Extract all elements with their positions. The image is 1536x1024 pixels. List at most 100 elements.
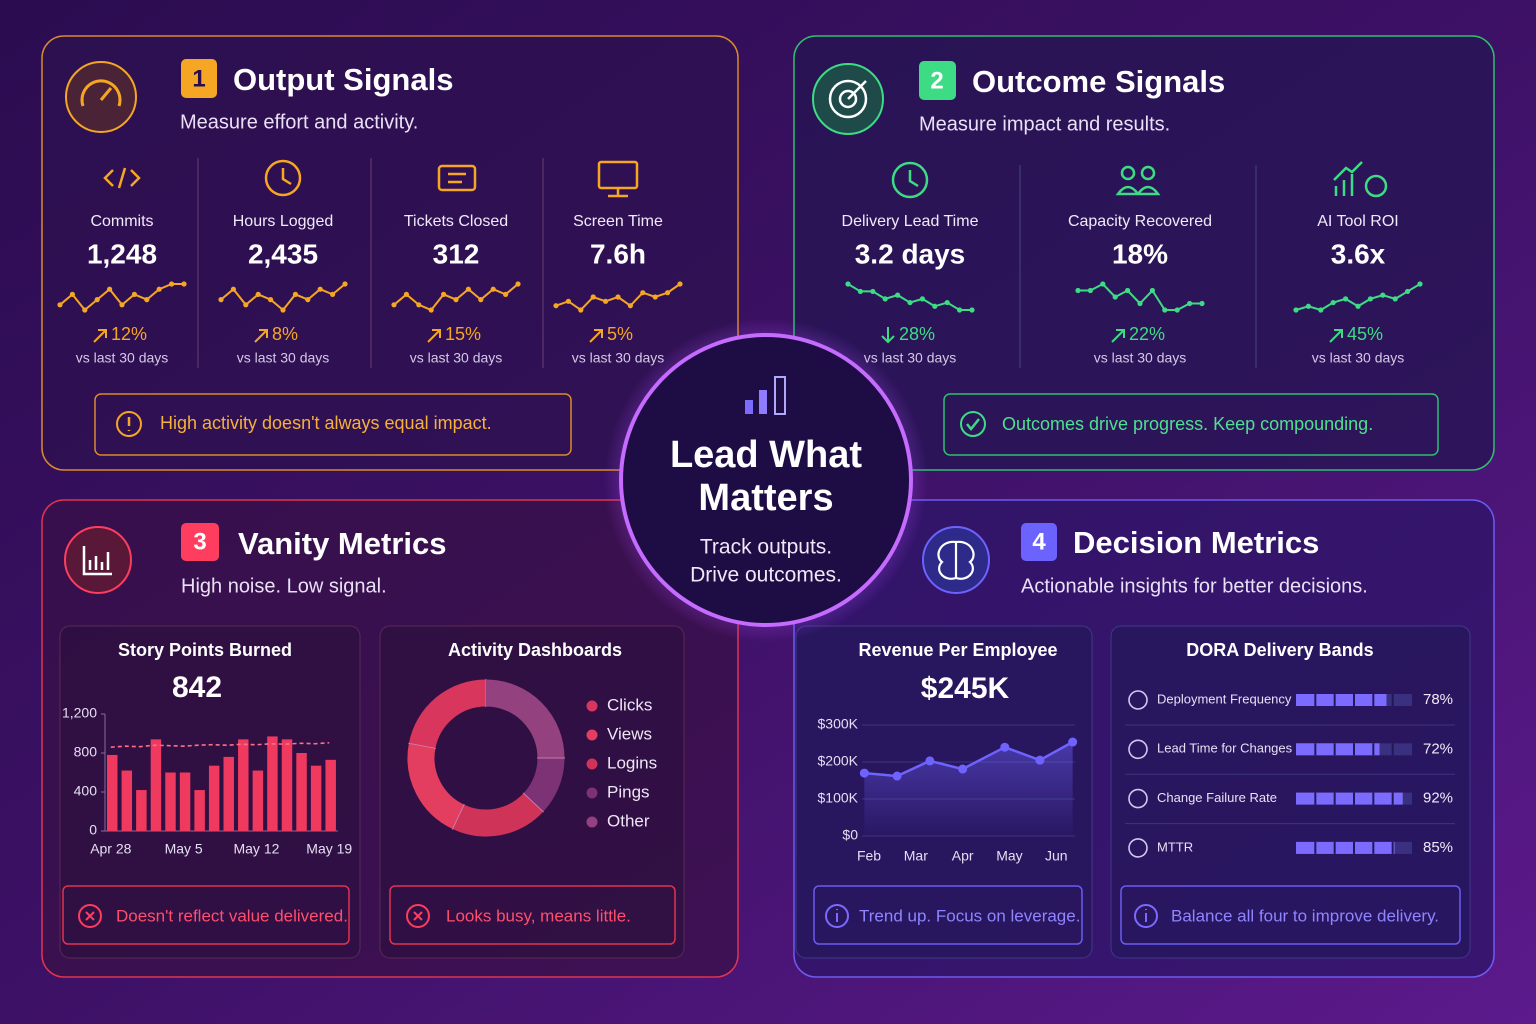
center-circle bbox=[619, 333, 913, 627]
row-value: 85% bbox=[1423, 839, 1453, 856]
spark-point bbox=[305, 297, 311, 303]
metric-label: Delivery Lead Time bbox=[842, 213, 979, 230]
spark-point bbox=[292, 291, 298, 297]
note-box bbox=[389, 885, 676, 945]
bar bbox=[296, 753, 307, 831]
spark-point bbox=[1137, 300, 1143, 307]
spark-point bbox=[1187, 300, 1193, 307]
metric-change: 28% bbox=[899, 324, 935, 344]
bar bbox=[194, 790, 205, 831]
spark-point bbox=[144, 297, 150, 303]
note-text: High activity doesn't always equal impac… bbox=[160, 413, 492, 433]
badge-number: 3 bbox=[193, 528, 206, 555]
bar bbox=[267, 736, 278, 831]
metric-change: 15% bbox=[445, 324, 481, 344]
metric-value: 3.2 days bbox=[855, 238, 966, 269]
check-icon bbox=[960, 411, 986, 437]
spark-point bbox=[453, 297, 459, 303]
x-tick-label: May 19 bbox=[306, 841, 352, 857]
target-ring bbox=[828, 79, 868, 119]
chart-icon-bars bbox=[82, 546, 112, 576]
spark-point bbox=[515, 281, 521, 287]
spark-point bbox=[317, 286, 323, 292]
bar bbox=[1296, 694, 1387, 706]
bar bbox=[179, 772, 191, 831]
note-box bbox=[62, 885, 350, 945]
panel-output bbox=[41, 35, 739, 471]
legend-dot bbox=[586, 787, 598, 799]
card-headline: 842 bbox=[172, 671, 222, 704]
spark-point bbox=[490, 286, 496, 292]
bar bbox=[136, 790, 147, 831]
donut-segment bbox=[408, 679, 487, 749]
metric-period: vs last 30 days bbox=[864, 350, 957, 366]
spark-point bbox=[652, 294, 658, 300]
center-subtitle: Drive outcomes. bbox=[690, 564, 842, 587]
spark-point bbox=[1343, 296, 1349, 302]
x-icon bbox=[78, 904, 102, 928]
metric-label: AI Tool ROI bbox=[1317, 213, 1399, 230]
metric-label: Commits bbox=[90, 213, 153, 230]
card bbox=[1110, 625, 1471, 959]
bar bbox=[325, 759, 336, 831]
x-tick-label: May bbox=[996, 848, 1022, 864]
spark-point bbox=[1318, 307, 1324, 313]
line-area bbox=[864, 742, 1073, 836]
spark-point bbox=[677, 281, 683, 287]
spark-point bbox=[119, 302, 125, 308]
segment-gap bbox=[522, 792, 544, 813]
spark-point bbox=[665, 290, 671, 296]
legend-dot bbox=[586, 758, 598, 770]
donut-segment bbox=[485, 679, 565, 759]
line-point bbox=[1000, 742, 1010, 752]
change-arrow bbox=[1111, 329, 1125, 343]
note-text: Trend up. Focus on leverage. bbox=[859, 906, 1080, 925]
x-tick-label: Feb bbox=[857, 848, 881, 864]
row-value: 92% bbox=[1423, 790, 1453, 807]
spark-point bbox=[57, 302, 63, 308]
change-arrow bbox=[254, 329, 268, 343]
metric-period: vs last 30 days bbox=[76, 350, 169, 366]
legend-label: Other bbox=[607, 811, 650, 830]
legend-label: Pings bbox=[607, 782, 650, 801]
metric-value: 312 bbox=[433, 238, 480, 269]
center-title: Lead What bbox=[670, 434, 862, 476]
metric-label: Hours Logged bbox=[233, 213, 334, 230]
card-title: DORA Delivery Bands bbox=[1186, 640, 1373, 660]
y-tick-label: $300K bbox=[818, 716, 859, 732]
spark-point bbox=[441, 291, 447, 297]
note-text: Balance all four to improve delivery. bbox=[1171, 906, 1439, 925]
metric-period: vs last 30 days bbox=[237, 350, 330, 366]
note-text: Looks busy, means little. bbox=[446, 906, 631, 925]
x-mark bbox=[85, 911, 95, 921]
code-icon bbox=[103, 167, 141, 189]
note-box bbox=[94, 393, 572, 456]
change-arrow bbox=[881, 327, 895, 344]
metric-period: vs last 30 days bbox=[572, 350, 665, 366]
x-tick-label: Mar bbox=[904, 848, 928, 864]
spark-point bbox=[1162, 307, 1168, 313]
ticket-lines bbox=[448, 172, 466, 184]
metric-change: 5% bbox=[607, 324, 633, 344]
metric-value: 3.6x bbox=[1331, 238, 1386, 269]
spark-point bbox=[218, 297, 224, 303]
spark-point bbox=[403, 291, 409, 297]
bar bbox=[121, 770, 133, 831]
card-title: Revenue Per Employee bbox=[858, 640, 1057, 660]
spark-point bbox=[615, 294, 621, 300]
metric-change: 45% bbox=[1347, 324, 1383, 344]
panel-subtitle: Actionable insights for better decisions… bbox=[1021, 575, 1368, 597]
badge-number: 2 bbox=[930, 67, 943, 94]
panel-title: Vanity Metrics bbox=[238, 526, 446, 561]
spark-point bbox=[1125, 287, 1131, 294]
y-tick-label: 400 bbox=[74, 783, 98, 799]
x-icon bbox=[406, 904, 430, 928]
bar bbox=[107, 754, 118, 831]
info-icon bbox=[1134, 904, 1158, 928]
metric-value: 1,248 bbox=[87, 238, 157, 269]
badge-2 bbox=[919, 61, 956, 100]
spark-point bbox=[882, 296, 888, 302]
spark-point bbox=[69, 291, 75, 297]
spark-point bbox=[342, 281, 348, 287]
